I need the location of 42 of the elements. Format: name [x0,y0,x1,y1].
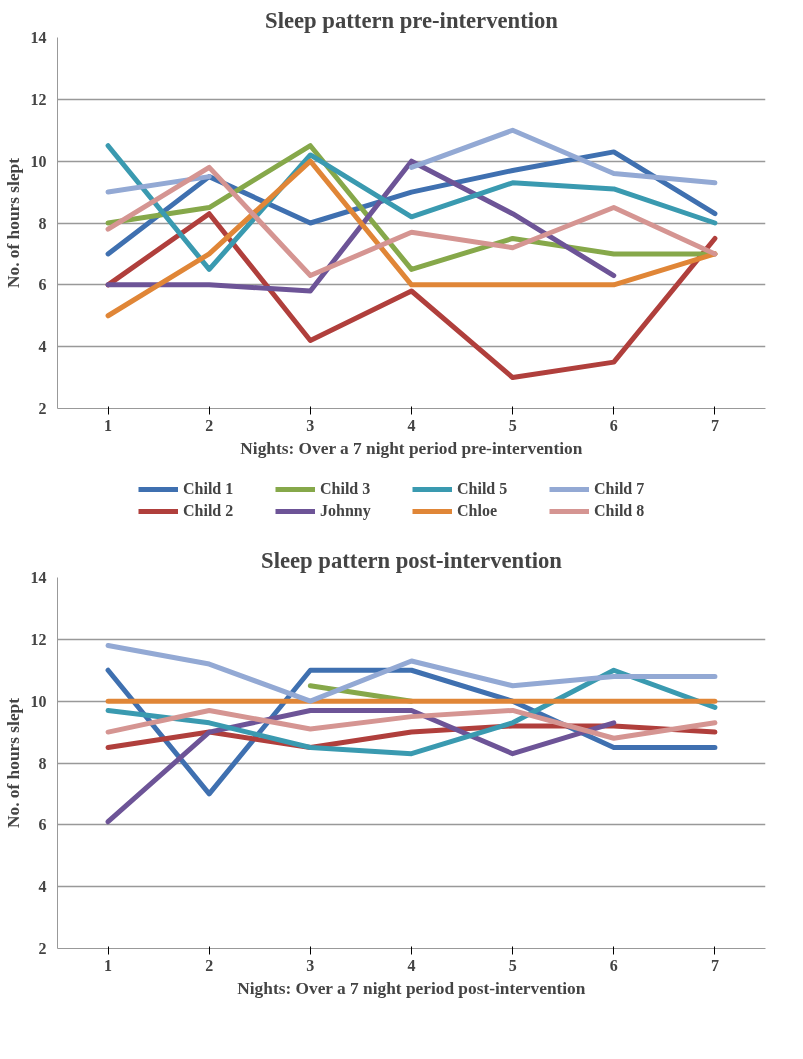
y-tick-label: 12 [30,630,47,648]
legend-label: Child 2 [183,502,235,520]
y-tick-label: 4 [38,338,47,356]
x-tick-label: 7 [710,956,719,974]
legend-label: Child 1 [183,480,235,498]
chart-title: Sleep pattern pre-intervention [265,7,559,33]
y-tick-label: 4 [38,878,47,896]
y-tick-label: 14 [30,569,47,586]
legend-label: Child 8 [594,502,646,520]
x-tick-label: 6 [609,956,618,974]
x-tick-label: 5 [508,956,517,974]
x-tick-label: 6 [609,416,618,434]
legend-label: Johnny [320,502,372,520]
x-tick-label: 7 [710,416,719,434]
legend-label: Child 3 [320,480,372,498]
y-tick-label: 6 [38,276,47,294]
y-axis-title: No. of hours slept [3,697,23,828]
x-tick-label: 1 [104,956,113,974]
y-axis-title: No. of hours slept [3,157,23,288]
x-axis-title: Nights: Over a 7 night period pre-intervention [240,438,583,458]
legend-label: Child 7 [594,480,646,498]
x-tick-label: 2 [205,956,214,974]
y-tick-label: 2 [38,940,47,957]
legend-label: Chloe [457,502,498,520]
x-tick-label: 2 [205,416,214,434]
chart-title: Sleep pattern post-intervention [261,547,563,573]
x-tick-label: 3 [306,416,315,434]
y-tick-label: 10 [30,692,47,710]
y-tick-label: 10 [30,152,47,170]
y-tick-label: 14 [30,29,47,46]
x-tick-label: 4 [407,956,416,974]
y-tick-label: 6 [38,816,47,834]
x-axis-title: Nights: Over a 7 night period post-intervention [237,978,586,998]
y-tick-label: 8 [38,754,47,772]
y-tick-label: 2 [38,400,47,417]
y-tick-label: 12 [30,90,47,108]
x-tick-label: 5 [508,416,517,434]
y-tick-label: 8 [38,214,47,232]
legend-label: Child 5 [457,480,509,498]
x-tick-label: 3 [306,956,315,974]
x-tick-label: 1 [104,416,113,434]
x-tick-label: 4 [407,416,416,434]
